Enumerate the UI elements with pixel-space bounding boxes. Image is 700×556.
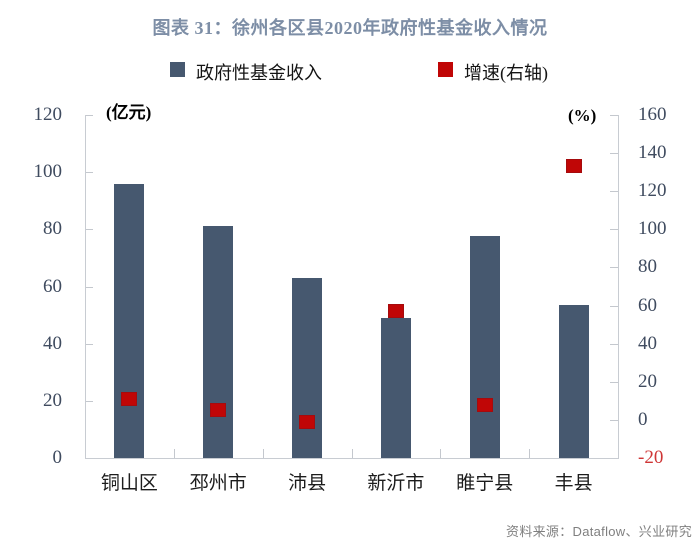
right-axis-tick	[610, 381, 618, 383]
left-axis-line	[85, 115, 86, 458]
source-note: 资料来源：Dataflow、兴业研究	[506, 524, 692, 539]
revenue-bar	[469, 236, 500, 458]
x-axis-category-label: 铜山区	[100, 473, 158, 494]
right-axis-tick	[610, 267, 618, 269]
legend-item-revenue: 政府性基金收入	[170, 62, 322, 84]
x-axis-category-label: 新沂市	[367, 473, 425, 494]
right-axis-tick	[610, 343, 618, 345]
left-axis-unit-label: (亿元)	[106, 103, 152, 122]
right-axis-tick-label: 20	[638, 370, 657, 392]
x-axis-line	[85, 458, 619, 459]
right-axis-tick	[610, 115, 618, 116]
left-axis-tick-label: 100	[33, 161, 63, 183]
right-axis-tick-label: 80	[638, 256, 657, 278]
right-axis-tick	[610, 191, 618, 193]
legend-swatch-revenue	[170, 62, 185, 77]
left-axis-tick-label: 60	[43, 275, 62, 297]
x-axis-category-label: 邳州市	[189, 473, 247, 494]
legend-label-growth: 增速(右轴)	[464, 63, 548, 83]
legend-label-revenue: 政府性基金收入	[196, 63, 322, 83]
revenue-bar	[558, 305, 589, 458]
growth-marker	[121, 391, 138, 406]
growth-marker	[299, 414, 316, 429]
right-axis-tick-label: 120	[638, 180, 667, 202]
x-axis-tick	[440, 449, 442, 458]
right-axis-tick-label: -20	[638, 447, 664, 468]
x-axis-tick	[529, 449, 531, 458]
right-axis-tick	[610, 305, 618, 307]
x-axis-tick	[173, 449, 175, 458]
x-axis-category-label: 沛县	[288, 473, 327, 494]
right-axis-tick-label: 100	[638, 218, 667, 240]
right-axis-tick	[610, 153, 618, 155]
right-axis-tick-label: 60	[638, 294, 657, 316]
revenue-bar	[292, 277, 323, 458]
revenue-bar	[380, 317, 411, 458]
x-axis-tick	[351, 449, 353, 458]
left-axis-tick	[85, 172, 93, 174]
right-axis-unit-label: (%)	[568, 106, 597, 125]
x-axis-category-label: 睢宁县	[456, 473, 514, 494]
right-axis-tick-label: 140	[638, 142, 667, 164]
left-axis-tick	[85, 400, 93, 402]
right-axis-tick-label: 160	[638, 104, 667, 125]
left-axis-tick	[85, 343, 93, 345]
x-axis-tick	[262, 449, 264, 458]
left-axis-tick	[85, 115, 93, 116]
right-axis-tick	[610, 229, 618, 231]
revenue-bar	[203, 226, 234, 458]
growth-marker	[476, 397, 493, 412]
right-axis-tick	[610, 419, 618, 421]
left-axis-tick-label: 80	[43, 218, 62, 240]
x-axis-category-label: 丰县	[554, 473, 593, 494]
left-axis-tick	[85, 286, 93, 288]
revenue-bar	[114, 183, 145, 458]
right-axis-line	[618, 115, 619, 458]
growth-marker	[565, 159, 582, 174]
left-axis-tick-label: 20	[43, 389, 62, 411]
left-axis-tick-label: 40	[43, 332, 62, 354]
growth-marker	[210, 403, 227, 418]
right-axis-tick-label: 40	[638, 332, 657, 354]
legend-swatch-growth	[438, 62, 453, 77]
left-axis-tick-label: 0	[52, 447, 63, 468]
right-axis-tick-label: 0	[638, 408, 648, 430]
left-axis-tick-label: 120	[33, 104, 63, 125]
left-axis-tick	[85, 229, 93, 231]
legend-item-growth: 增速(右轴)	[438, 62, 548, 84]
growth-marker	[387, 304, 404, 319]
chart-title: 图表 31：徐州各区县2020年政府性基金收入情况	[152, 18, 548, 38]
